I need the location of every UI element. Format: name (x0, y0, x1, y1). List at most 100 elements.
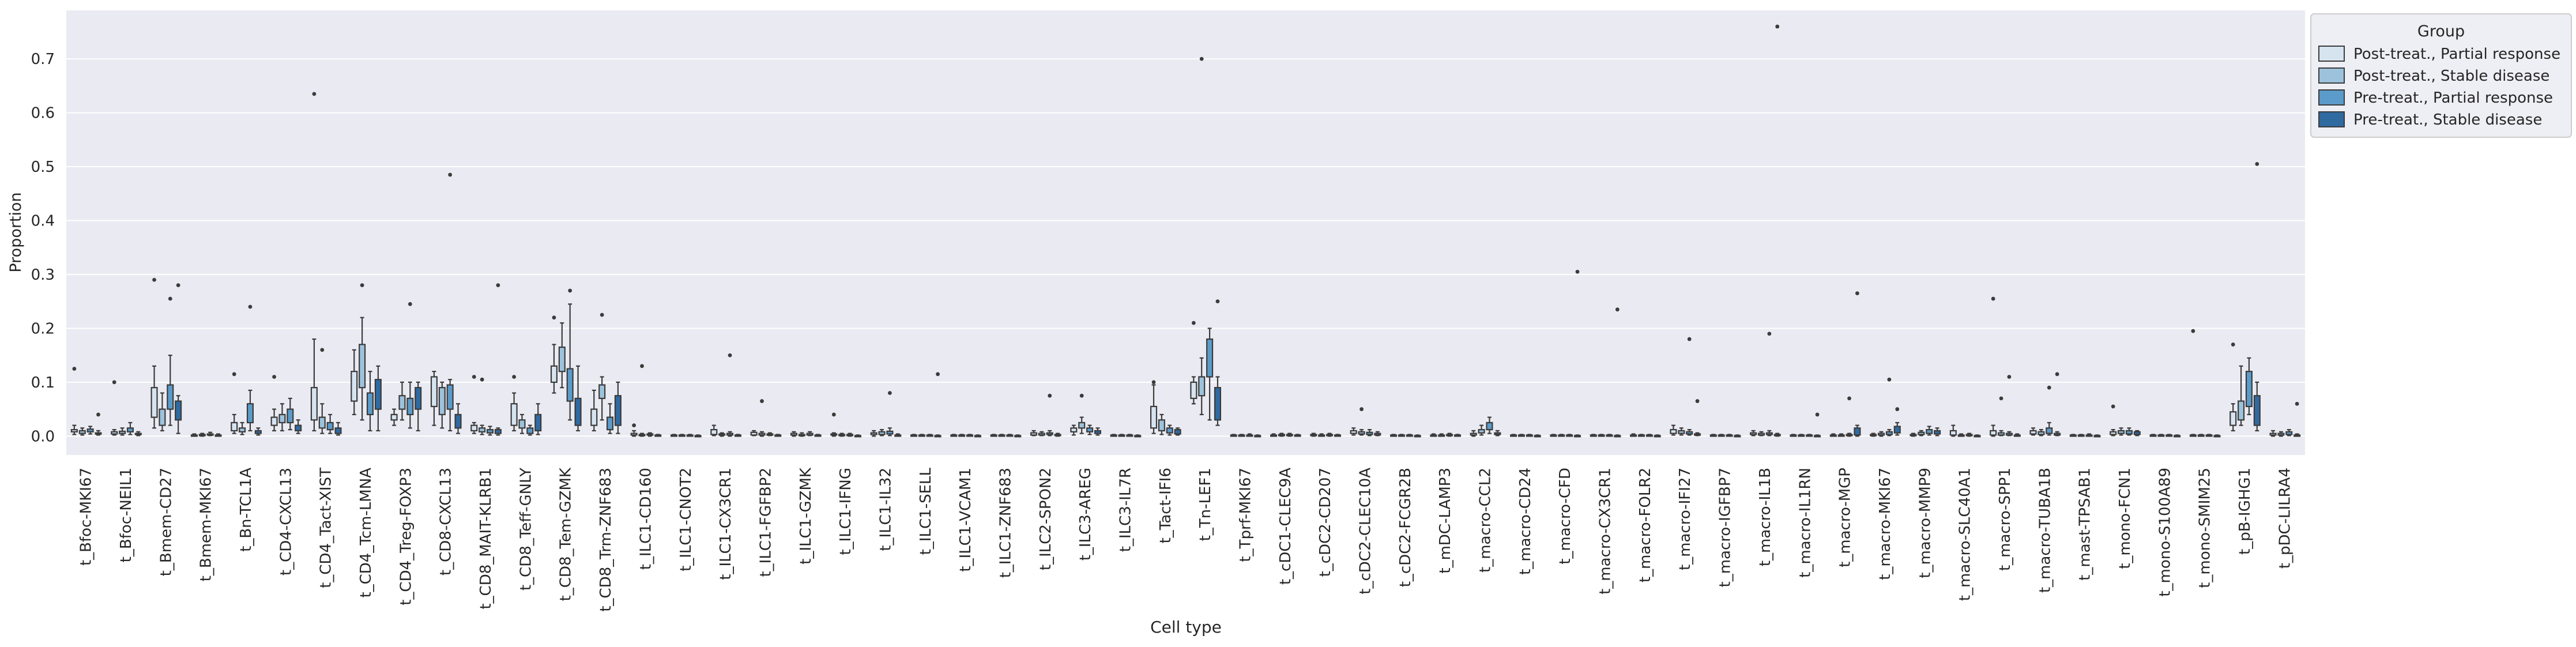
box-2 (846, 432, 854, 437)
box-rect (1094, 430, 1101, 434)
box-rect (1550, 434, 1557, 437)
box-3 (2293, 433, 2301, 437)
box-1 (78, 427, 86, 436)
box-rect (646, 433, 654, 436)
box-3 (1773, 432, 1781, 437)
box-2 (1846, 432, 1853, 437)
box-1 (438, 381, 446, 429)
box-rect (1086, 427, 1094, 432)
box-2 (1206, 328, 1214, 421)
box-rect (1654, 435, 1661, 438)
box-3 (374, 365, 382, 432)
box-rect (1358, 431, 1365, 435)
box-0 (830, 432, 838, 437)
box-3 (934, 434, 941, 438)
box-3 (1614, 434, 1621, 438)
box-rect (966, 434, 974, 437)
box-rect (246, 403, 254, 424)
box-rect (351, 371, 358, 402)
box-0 (2149, 434, 2157, 437)
box-rect (2110, 431, 2117, 435)
box-rect (254, 430, 262, 434)
box-2 (1645, 434, 1653, 437)
box-0 (70, 424, 78, 435)
box-rect (894, 434, 902, 437)
box-rect (838, 434, 846, 437)
box-rect (1630, 434, 1637, 437)
box-2 (1446, 432, 1453, 437)
box-1 (1678, 427, 1685, 436)
x-tick-label: t_ILC3-IL7R (1117, 468, 1134, 552)
box-1 (1078, 416, 1086, 434)
box-0 (750, 430, 758, 437)
box-rect (2038, 431, 2045, 435)
box-3 (415, 381, 422, 432)
box-rect (654, 434, 662, 437)
box-2 (1606, 434, 1613, 437)
box-rect (1134, 435, 1142, 438)
box-rect (1350, 430, 1357, 434)
box-rect (1166, 427, 1173, 434)
box-0 (1510, 434, 1517, 437)
box-rect (326, 422, 334, 431)
box-1 (518, 413, 526, 434)
box-3 (1374, 431, 1381, 437)
box-0 (1790, 434, 1797, 437)
box-rect (1430, 434, 1437, 437)
box-0 (2229, 403, 2237, 432)
box-rect (718, 433, 726, 436)
box-0 (1550, 434, 1557, 437)
x-tick-label: t_Bn-TCL1A (238, 468, 255, 552)
x-tick-label: t_macro-TUBA1B (2036, 468, 2054, 593)
outlier-point (1775, 24, 1780, 29)
box-1 (1997, 430, 2005, 437)
box-3 (1494, 430, 1501, 437)
outlier-point (1999, 396, 2003, 401)
box-rect (630, 432, 638, 436)
box-rect (78, 430, 86, 434)
outlier-point (408, 302, 412, 306)
box-rect (2133, 431, 2141, 435)
box-2 (1286, 432, 1293, 437)
box-1 (1798, 434, 1805, 437)
box-rect (1150, 405, 1158, 429)
box-3 (454, 403, 462, 434)
box-rect (2118, 430, 2125, 434)
box-rect (1910, 434, 1917, 437)
box-rect (926, 434, 933, 437)
box-rect (534, 413, 542, 432)
box-3 (1694, 432, 1701, 437)
box-2 (766, 432, 774, 437)
outlier-point (72, 367, 77, 371)
x-tick-label: t_Tact-IFI6 (1157, 468, 1174, 543)
outlier-point (640, 364, 644, 368)
box-2 (1686, 428, 1693, 436)
box-0 (270, 408, 278, 432)
box-2 (926, 434, 933, 437)
box-rect (2149, 434, 2157, 437)
box-0 (590, 389, 598, 432)
box-1 (398, 381, 406, 421)
box-0 (1470, 430, 1477, 437)
box-rect (830, 433, 838, 436)
box-3 (1294, 434, 1301, 437)
box-1 (878, 428, 886, 437)
box-2 (2166, 434, 2173, 437)
box-2 (1566, 434, 1573, 437)
box-2 (1965, 432, 1973, 437)
outlier-point (2231, 343, 2235, 347)
box-1 (1158, 413, 1165, 435)
box-2 (2085, 433, 2093, 437)
box-3 (214, 433, 222, 437)
box-1 (1718, 434, 1725, 437)
outlier-point (232, 372, 236, 377)
box-3 (974, 434, 981, 438)
x-tick-label: t_ILC3-AREG (1077, 468, 1094, 561)
x-tick-label: t_mDC-LAMP3 (1437, 468, 1454, 574)
x-tick-label: t_cDC2-CD207 (1317, 468, 1334, 577)
box-rect (1278, 434, 1285, 437)
box-rect (1230, 434, 1237, 437)
box-3 (295, 419, 302, 434)
box-2 (1366, 428, 1373, 437)
